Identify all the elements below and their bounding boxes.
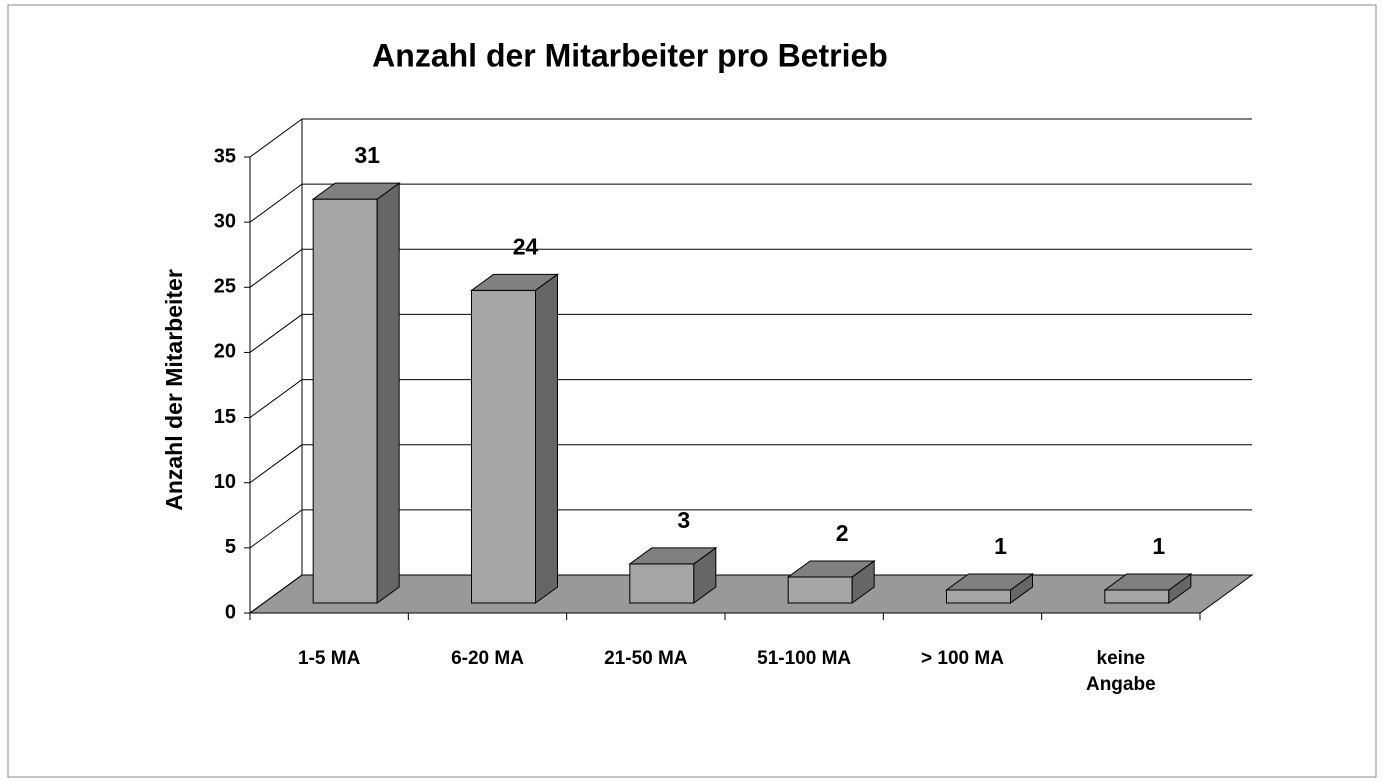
bar [944, 572, 1035, 604]
bar-face [944, 573, 1035, 591]
bar-face [1103, 573, 1193, 591]
x-tick-label: > 100 MA [921, 648, 1004, 669]
value-label: 31 [354, 142, 380, 168]
x-tick-label: 6-20 MA [451, 648, 524, 669]
grid-line [249, 248, 303, 288]
bar-face [471, 289, 536, 604]
bar-face [469, 273, 560, 291]
bar-face [787, 576, 853, 604]
y-tick-label: 20 [214, 341, 236, 363]
bar-face [628, 547, 718, 565]
x-tick-label: keine Angabe [1086, 648, 1156, 695]
value-label: 1 [1152, 533, 1165, 559]
bar [469, 273, 560, 604]
y-tick-label: 35 [214, 145, 236, 167]
y-axis-label: Anzahl der Mitarbeiter [161, 269, 187, 511]
floor [248, 574, 1254, 614]
bar [628, 546, 718, 604]
value-label: 24 [513, 233, 539, 259]
chart-title: Anzahl der Mitarbeiter pro Betrieb [372, 37, 888, 73]
bar-face [312, 198, 378, 604]
grid-line [249, 314, 303, 353]
x-tick-label: 1-5 MA [298, 648, 361, 669]
bar [1103, 572, 1193, 604]
bar-face [535, 273, 558, 604]
x-tick-label: 21-50 MA [604, 648, 688, 669]
y-tick-label: 10 [214, 471, 236, 493]
bar-face [946, 589, 1011, 604]
bar-face [376, 182, 400, 604]
bar [786, 559, 876, 604]
bar-face [311, 182, 401, 200]
bar [311, 182, 401, 604]
value-label: 1 [994, 533, 1007, 559]
grid-line [249, 444, 303, 484]
x-tick-label: 51-100 MA [757, 648, 851, 669]
grid-line [249, 118, 303, 158]
bar-face [629, 563, 695, 604]
grid-line [249, 183, 303, 223]
grid-line [249, 379, 303, 418]
y-tick-label: 25 [214, 276, 236, 298]
frame [7, 4, 1377, 778]
bar-face [1104, 589, 1170, 604]
y-tick-label: 15 [214, 406, 236, 428]
bar-face [786, 560, 876, 578]
y-tick-label: 5 [225, 536, 236, 558]
y-tick-label: 0 [225, 601, 236, 623]
grid-line [249, 574, 303, 614]
grid-line [249, 509, 303, 549]
y-tick-label: 30 [214, 210, 236, 232]
value-label: 2 [836, 520, 849, 546]
value-label: 3 [677, 507, 690, 533]
